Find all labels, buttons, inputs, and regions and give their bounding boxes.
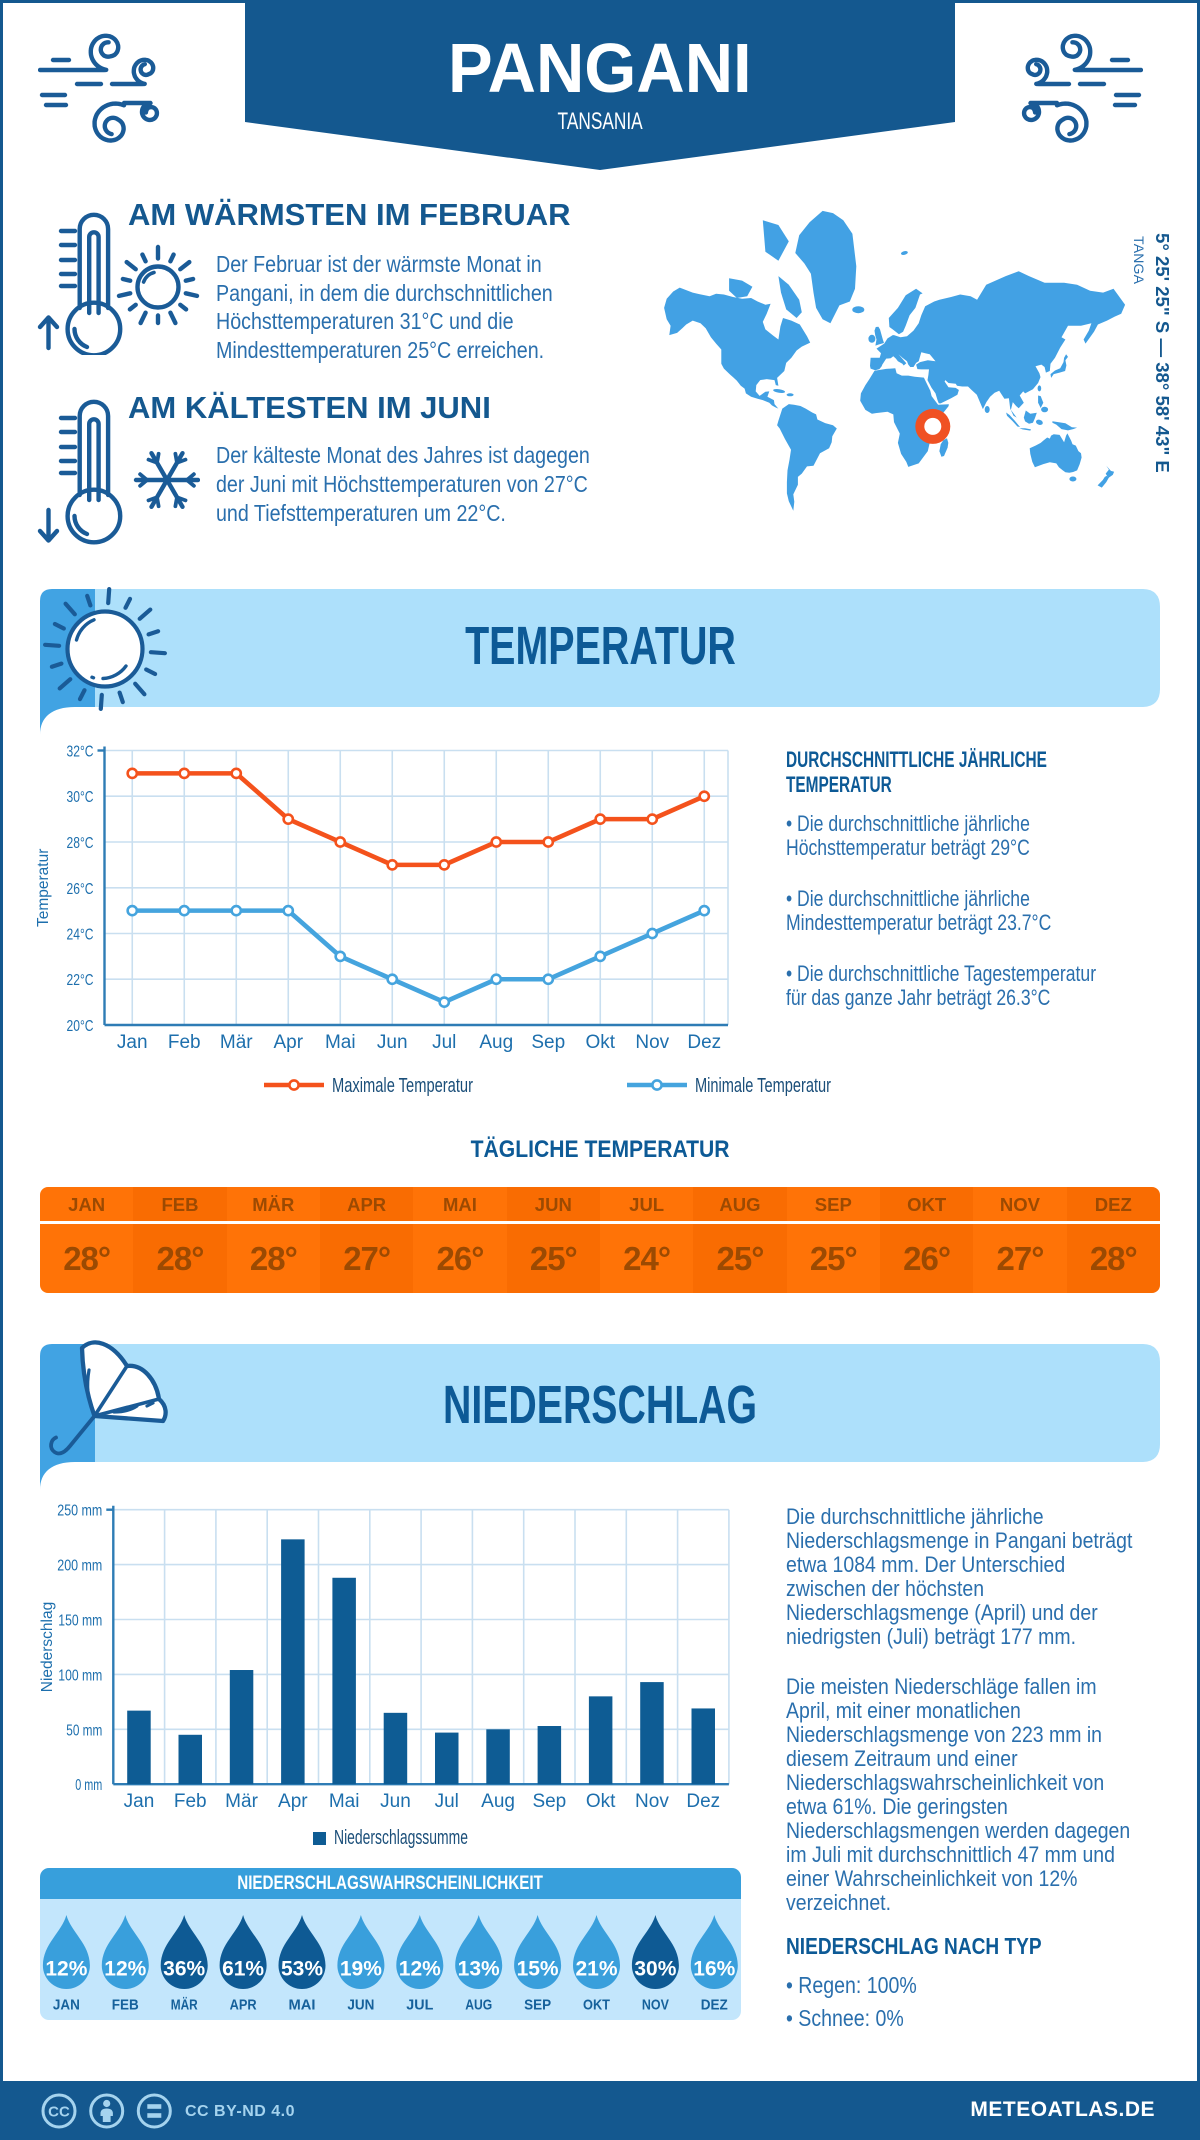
svg-text:Apr: Apr xyxy=(278,1791,308,1812)
svg-text:Nov: Nov xyxy=(635,1791,669,1812)
svg-text:NOV: NOV xyxy=(642,1997,669,2014)
svg-text:SEP: SEP xyxy=(524,1997,551,2014)
svg-text:Mai: Mai xyxy=(329,1791,360,1812)
svg-text:200 mm: 200 mm xyxy=(57,1558,102,1575)
svg-text:Temperatur: Temperatur xyxy=(35,849,52,927)
svg-text:28°C: 28°C xyxy=(67,835,94,852)
svg-text:53%: 53% xyxy=(281,1958,323,1981)
svg-text:20°C: 20°C xyxy=(67,1018,94,1035)
svg-text:Jan: Jan xyxy=(117,1032,148,1053)
svg-text:AUG: AUG xyxy=(465,1997,492,2014)
svg-text:32°C: 32°C xyxy=(67,744,94,761)
svg-text:16%: 16% xyxy=(693,1958,735,1981)
svg-text:Okt: Okt xyxy=(586,1791,616,1812)
svg-text:26°C: 26°C xyxy=(67,881,94,898)
svg-text:12%: 12% xyxy=(45,1958,87,1981)
svg-text:Aug: Aug xyxy=(479,1032,513,1053)
svg-text:30%: 30% xyxy=(634,1958,676,1981)
svg-text:DEZ: DEZ xyxy=(701,1997,728,2014)
svg-text:Niederschlag: Niederschlag xyxy=(39,1602,56,1692)
svg-text:Jan: Jan xyxy=(124,1791,155,1812)
svg-text:Jul: Jul xyxy=(432,1032,456,1053)
svg-text:JUL: JUL xyxy=(406,1997,433,2014)
svg-text:150 mm: 150 mm xyxy=(58,1613,102,1630)
svg-text:OKT: OKT xyxy=(583,1997,610,2014)
svg-text:Feb: Feb xyxy=(174,1791,207,1812)
svg-text:MÄR: MÄR xyxy=(171,1997,198,2014)
svg-text:Jun: Jun xyxy=(377,1032,408,1053)
svg-text:61%: 61% xyxy=(222,1958,264,1981)
svg-text:Mai: Mai xyxy=(325,1032,356,1053)
svg-text:36%: 36% xyxy=(163,1958,205,1981)
svg-text:24°C: 24°C xyxy=(67,927,94,944)
svg-text:Aug: Aug xyxy=(481,1791,515,1812)
svg-text:Apr: Apr xyxy=(273,1032,303,1053)
svg-text:APR: APR xyxy=(230,1997,257,2014)
svg-text:0 mm: 0 mm xyxy=(75,1777,102,1794)
svg-text:30°C: 30°C xyxy=(67,789,94,806)
svg-text:Okt: Okt xyxy=(585,1032,615,1053)
svg-text:CC: CC xyxy=(48,2104,70,2121)
svg-text:Dez: Dez xyxy=(686,1791,720,1812)
svg-text:12%: 12% xyxy=(399,1958,441,1981)
svg-text:MAI: MAI xyxy=(289,1997,316,2014)
svg-text:JUN: JUN xyxy=(347,1997,374,2014)
svg-text:JAN: JAN xyxy=(53,1997,80,2014)
svg-text:Nov: Nov xyxy=(635,1032,669,1053)
svg-text:Mär: Mär xyxy=(220,1032,253,1053)
svg-text:19%: 19% xyxy=(340,1958,382,1981)
svg-text:Niederschlagssumme: Niederschlagssumme xyxy=(334,1827,468,1849)
svg-text:13%: 13% xyxy=(458,1958,500,1981)
svg-text:12%: 12% xyxy=(104,1958,146,1981)
svg-text:100 mm: 100 mm xyxy=(58,1667,102,1684)
svg-text:Minimale Temperatur: Minimale Temperatur xyxy=(695,1075,831,1097)
svg-text:22°C: 22°C xyxy=(67,972,94,989)
svg-text:15%: 15% xyxy=(517,1958,559,1981)
svg-text:FEB: FEB xyxy=(112,1997,139,2014)
svg-text:21%: 21% xyxy=(575,1958,617,1981)
svg-text:Jul: Jul xyxy=(435,1791,459,1812)
svg-text:Feb: Feb xyxy=(168,1032,201,1053)
svg-text:Jun: Jun xyxy=(380,1791,411,1812)
svg-text:Mär: Mär xyxy=(225,1791,258,1812)
svg-text:Maximale Temperatur: Maximale Temperatur xyxy=(332,1075,473,1097)
svg-text:Dez: Dez xyxy=(687,1032,721,1053)
svg-text:Sep: Sep xyxy=(531,1032,565,1053)
svg-text:50 mm: 50 mm xyxy=(66,1722,102,1739)
svg-text:Sep: Sep xyxy=(532,1791,566,1812)
svg-text:250 mm: 250 mm xyxy=(57,1503,102,1520)
